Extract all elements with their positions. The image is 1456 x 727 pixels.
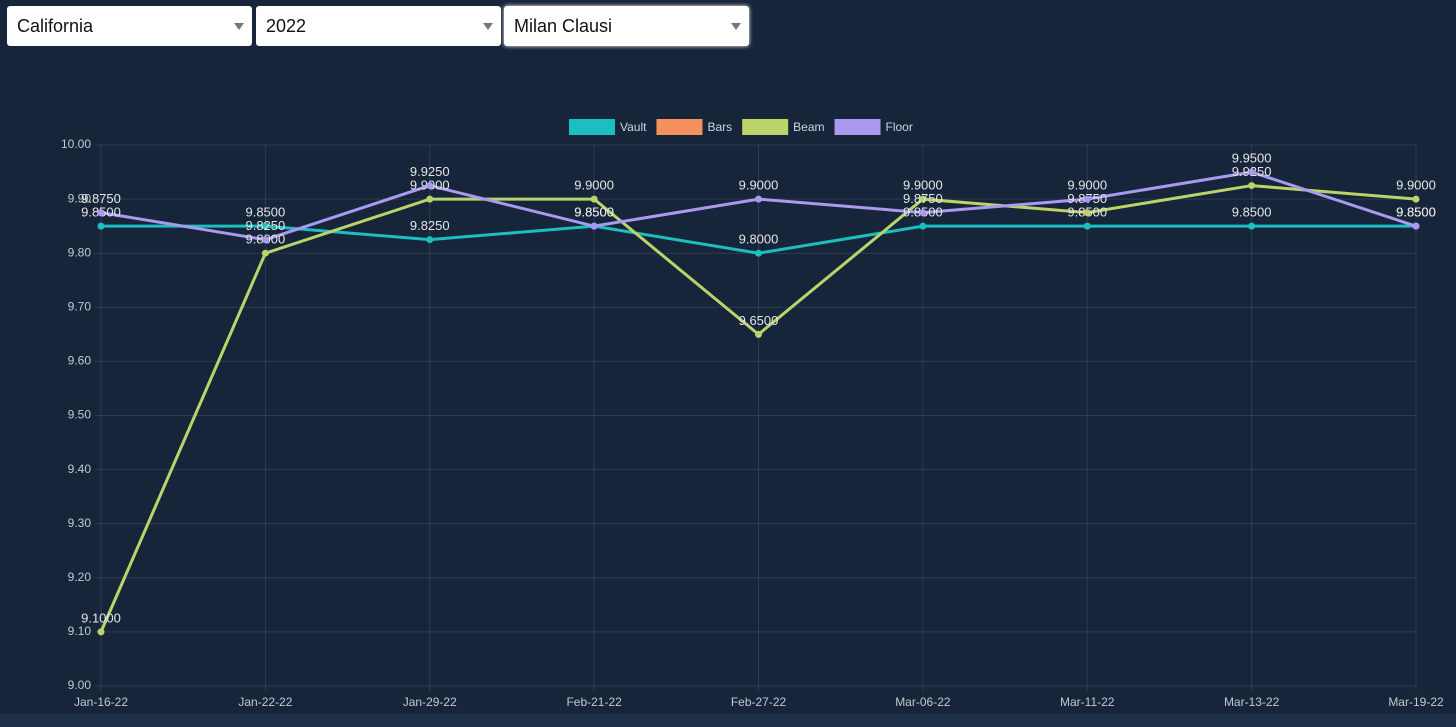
state-select[interactable]: California	[7, 6, 252, 46]
legend-label: Bars	[707, 120, 732, 134]
y-tick-label: 10.00	[61, 137, 91, 151]
y-tick-label: 9.40	[68, 462, 92, 476]
x-tick-label: Jan-22-22	[238, 695, 292, 709]
legend-swatch	[656, 119, 703, 135]
y-tick-label: 9.50	[68, 408, 92, 422]
data-point	[1412, 195, 1420, 203]
y-tick-label: 9.20	[68, 570, 92, 584]
value-label: 9.8000	[739, 232, 779, 247]
value-label: 9.9250	[410, 164, 450, 179]
value-label: 9.8250	[245, 218, 285, 233]
value-label: 9.8500	[574, 205, 614, 220]
value-label: 9.8500	[1396, 205, 1436, 220]
value-label: 9.8750	[903, 191, 943, 206]
value-label: 9.8500	[1232, 205, 1272, 220]
data-point	[426, 195, 434, 203]
x-tick-label: Feb-27-22	[731, 695, 787, 709]
year-select[interactable]: 2022	[256, 6, 501, 46]
data-point	[426, 236, 434, 244]
data-point	[426, 182, 434, 190]
x-tick-label: Mar-11-22	[1060, 695, 1115, 709]
data-point	[755, 195, 762, 203]
value-label: 9.6500	[739, 313, 779, 328]
x-tick-label: Feb-21-22	[566, 695, 622, 709]
legend-label: Vault	[620, 120, 647, 134]
value-label: 9.9000	[1396, 178, 1436, 193]
legend-label: Beam	[793, 120, 824, 134]
data-point	[1248, 182, 1256, 190]
y-tick-label: 9.80	[68, 245, 92, 259]
value-label: 9.1000	[81, 610, 121, 625]
data-point	[1248, 222, 1256, 230]
value-label: 9.8500	[245, 205, 285, 220]
y-tick-label: 9.00	[68, 678, 92, 692]
x-tick-label: Mar-06-22	[895, 695, 951, 709]
x-tick-label: Jan-16-22	[74, 695, 128, 709]
value-label: 9.8500	[574, 205, 614, 220]
footer-strip	[0, 714, 1456, 727]
data-point	[1248, 168, 1256, 176]
data-point	[590, 195, 598, 203]
value-label: 9.8250	[410, 218, 450, 233]
data-point	[755, 249, 762, 257]
data-point	[97, 628, 105, 636]
value-label: 9.8750	[81, 191, 121, 206]
data-point	[1083, 195, 1091, 203]
value-label: 9.8500	[1396, 205, 1436, 220]
value-label: 9.9000	[1067, 178, 1107, 193]
value-label: 9.9000	[903, 178, 943, 193]
data-point	[97, 209, 105, 217]
data-point	[919, 222, 927, 230]
legend-label: Floor	[886, 120, 913, 134]
value-label: 9.9500	[1232, 150, 1272, 165]
legend-swatch	[569, 119, 615, 135]
y-tick-label: 9.30	[68, 516, 92, 530]
data-point	[1412, 222, 1420, 230]
value-label: 9.9000	[739, 178, 779, 193]
data-point	[919, 209, 927, 217]
data-point	[1083, 209, 1091, 217]
data-point	[919, 195, 927, 203]
data-point	[261, 249, 269, 257]
x-tick-label: Mar-13-22	[1224, 695, 1280, 709]
athlete-select[interactable]: Milan Clausi	[504, 6, 749, 46]
x-tick-label: Jan-29-22	[403, 695, 457, 709]
data-point	[755, 330, 762, 338]
data-point	[1083, 222, 1091, 230]
y-tick-label: 9.60	[68, 354, 92, 368]
value-label: 9.9000	[574, 178, 614, 193]
x-tick-label: Mar-19-22	[1388, 695, 1444, 709]
legend-swatch	[834, 119, 881, 135]
data-point	[261, 222, 269, 230]
y-tick-label: 9.70	[68, 299, 92, 313]
legend-swatch	[742, 119, 789, 135]
y-tick-label: 9.10	[68, 624, 92, 638]
y-tick-label: 9.90	[68, 191, 92, 205]
data-point	[97, 222, 105, 230]
data-point	[590, 222, 598, 230]
data-point	[261, 236, 269, 244]
